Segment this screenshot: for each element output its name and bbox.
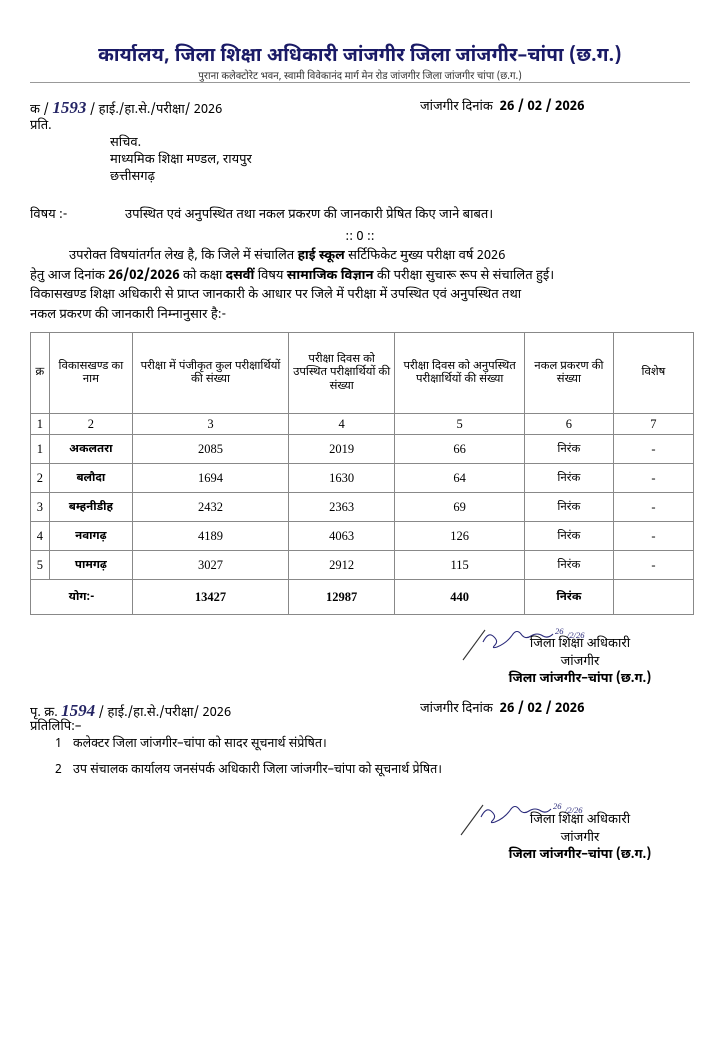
svg-text:26: 26: [553, 801, 562, 811]
svg-text:26: 26: [555, 626, 564, 636]
